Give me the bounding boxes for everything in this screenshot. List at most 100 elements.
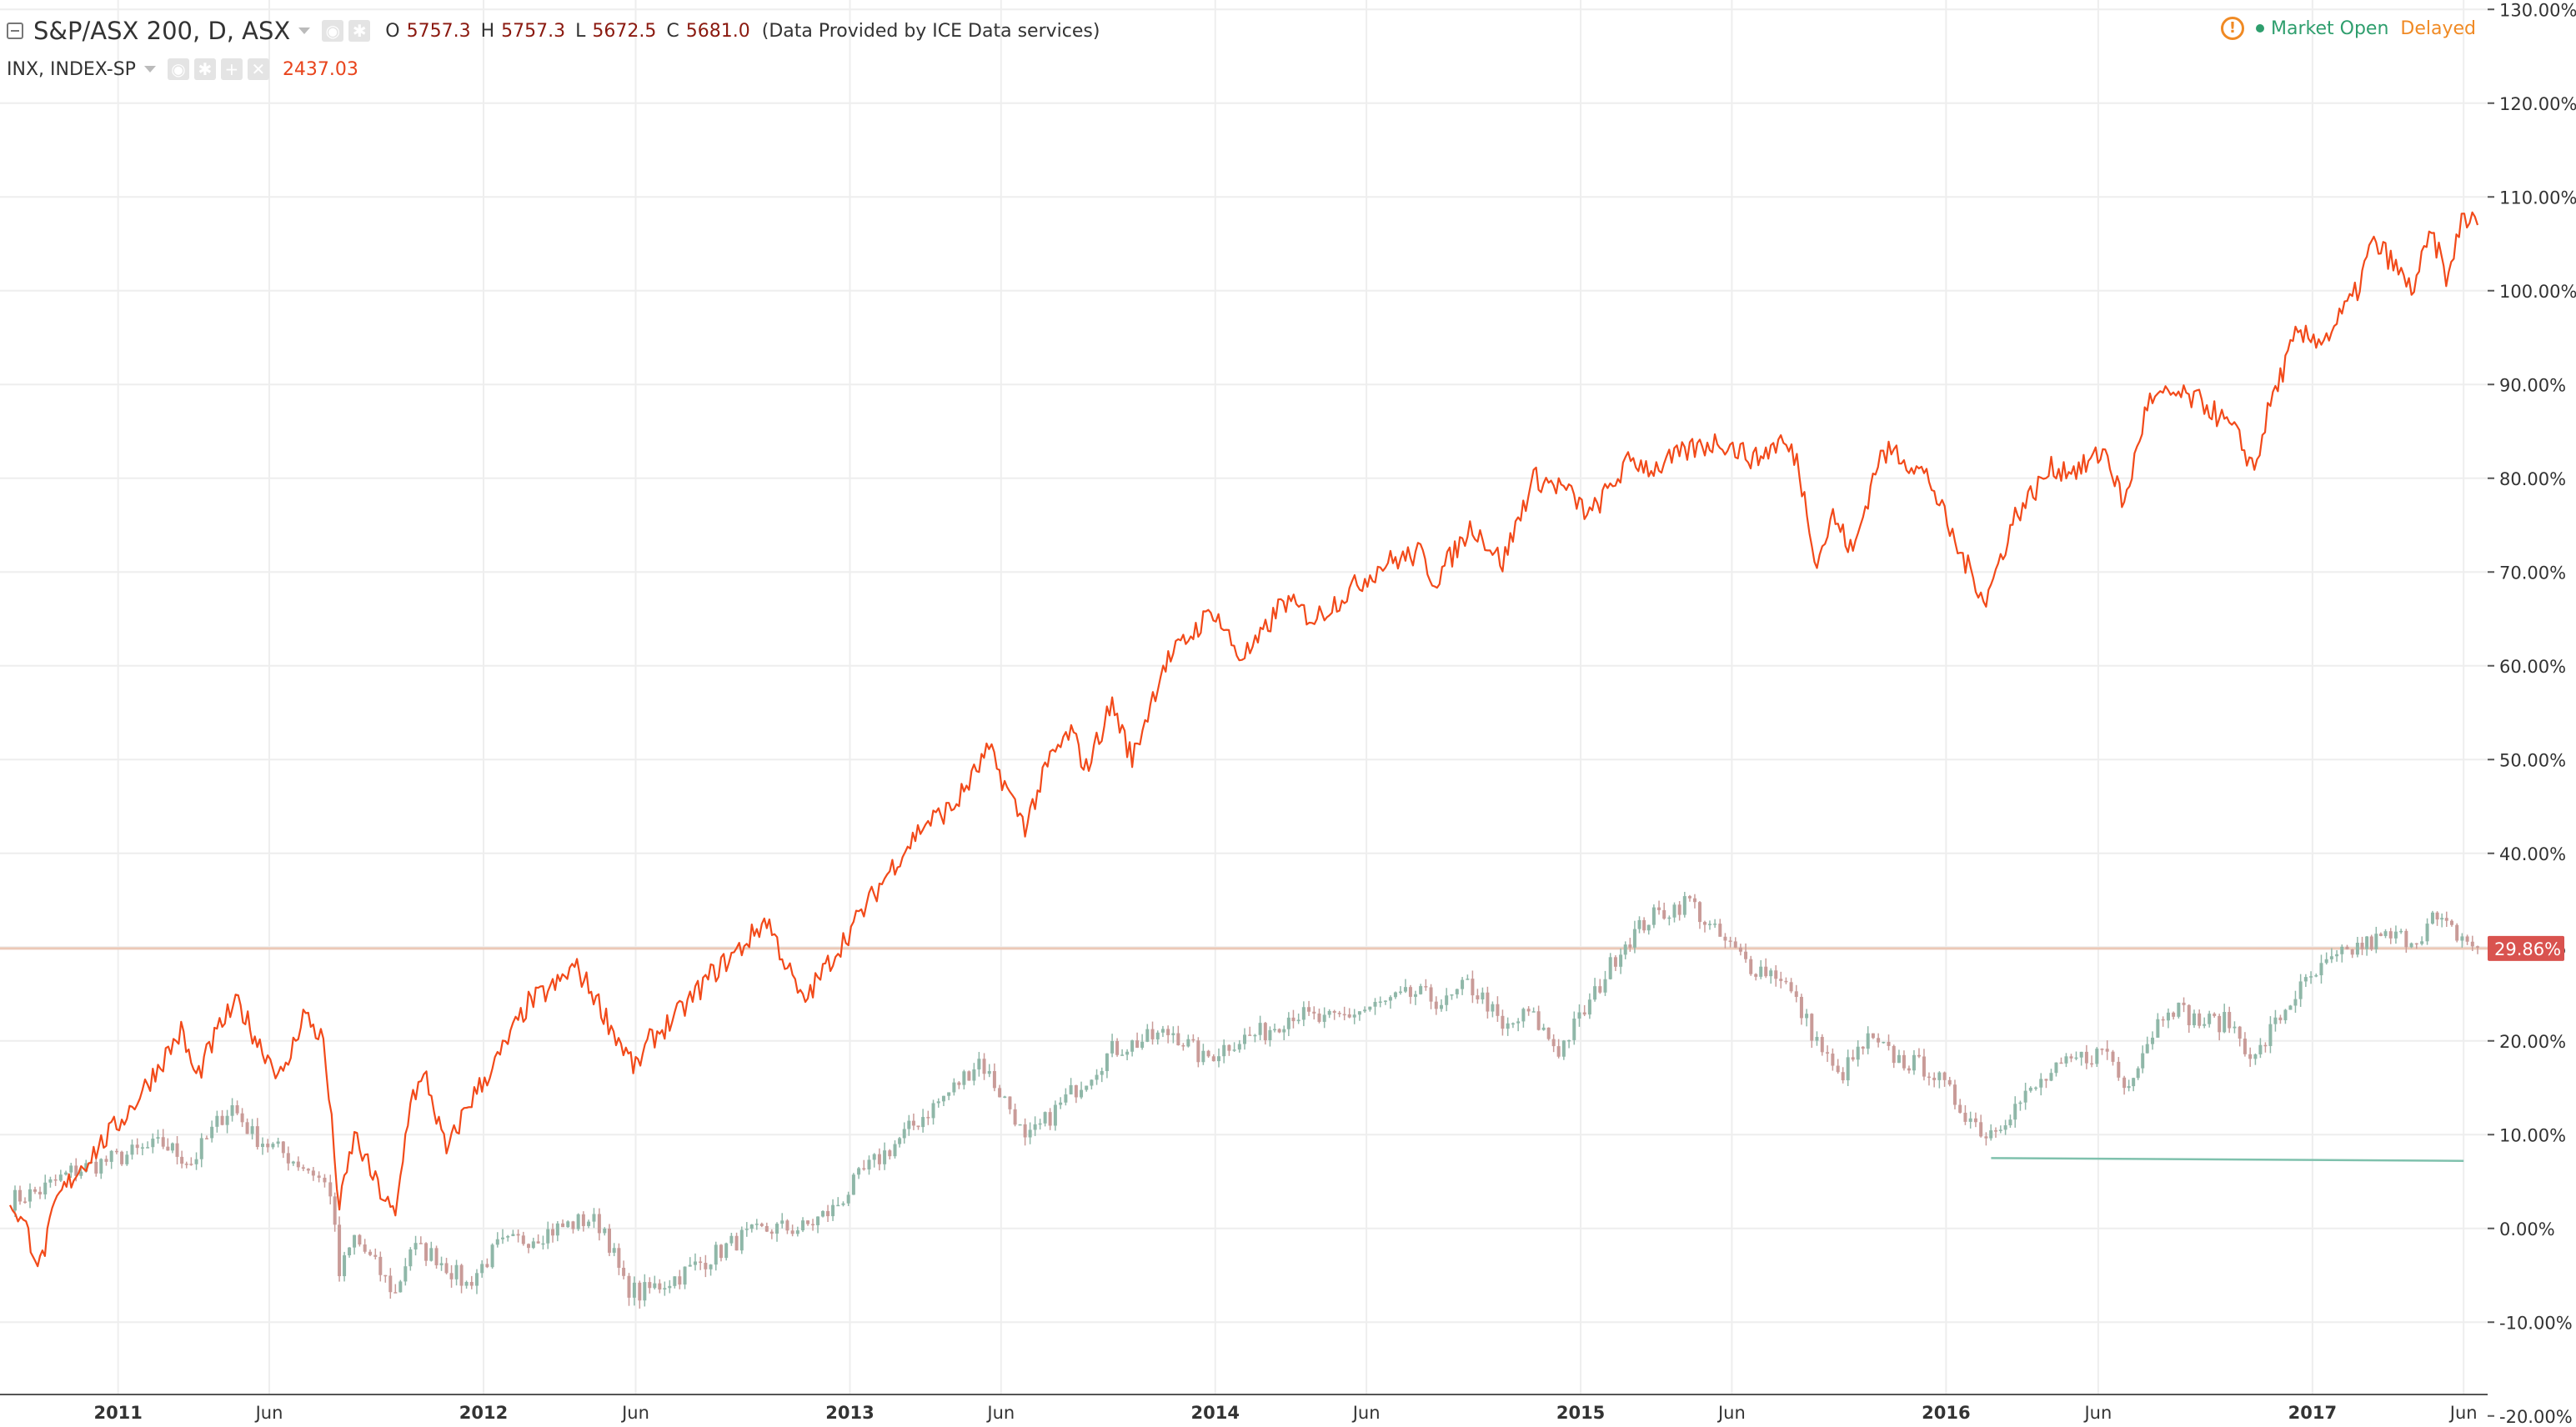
candle-body (1511, 1023, 1515, 1025)
candle-body (140, 1147, 144, 1149)
candle-body (1332, 1010, 1336, 1014)
low-key: L (575, 20, 586, 42)
candle-body (459, 1264, 464, 1286)
candle-body (1048, 1112, 1052, 1126)
candle-body (663, 1288, 667, 1290)
time-tick-label: Jun (1716, 1403, 1746, 1423)
price-chart[interactable] (0, 0, 2488, 1394)
candle-body (1378, 1001, 1382, 1004)
chevron-down-icon[interactable] (143, 66, 156, 73)
candle-body (189, 1164, 193, 1165)
main-series-title[interactable]: S&P/ASX 200, D, ASX (33, 17, 291, 45)
candle-body (1897, 1054, 1901, 1064)
compare-series-title[interactable]: INX, INDEX-SP (7, 58, 136, 80)
candle-body (1973, 1118, 1977, 1123)
candle-body (469, 1281, 474, 1286)
candle-body (862, 1168, 866, 1170)
inx-series-line[interactable] (9, 211, 2479, 1268)
candle-body (1754, 974, 1758, 977)
candle-body (1342, 1014, 1346, 1016)
high-value: 5757.3 (501, 20, 566, 42)
candle-body (146, 1147, 150, 1149)
candle-body (592, 1214, 596, 1222)
candle-body (1744, 951, 1748, 959)
candle-body (2278, 1017, 2283, 1021)
candle-body (2476, 946, 2479, 948)
candle-body (2399, 930, 2403, 933)
candle-body (2018, 1102, 2022, 1104)
candle-body (1536, 1011, 1541, 1030)
candle-body (1368, 1006, 1372, 1010)
candle-body (926, 1117, 930, 1119)
candle-body (739, 1229, 744, 1251)
price-tick-label: 0.00% (2499, 1219, 2555, 1239)
candle-body (58, 1174, 63, 1181)
candle-body (831, 1204, 835, 1217)
candle-body (266, 1144, 270, 1148)
price-axis[interactable]: 130.00% 120.00% 110.00% 100.00% 90.00% 80.00%… (2488, 0, 2576, 1425)
candle-body (94, 1161, 98, 1174)
warning-icon[interactable]: ! (2221, 17, 2245, 40)
candle-body (1296, 1019, 1301, 1022)
candle-body (474, 1273, 479, 1286)
candle-body (1110, 1040, 1115, 1054)
candle-body (1232, 1049, 1236, 1051)
candle-body (1312, 1011, 1316, 1014)
candle-body (125, 1154, 129, 1164)
time-axis[interactable]: 2011 Jun 2012 Jun 2013 Jun 2014 Jun 2015 Jun 2016 J… (0, 1394, 2488, 1427)
candle-body (156, 1137, 160, 1139)
close-icon[interactable]: ✕ (247, 58, 269, 80)
candle-body (972, 1069, 976, 1081)
candle-body (2378, 934, 2383, 936)
candle-body (2213, 1014, 2217, 1016)
eye-icon[interactable]: ◉ (167, 58, 189, 80)
candle-body (2414, 943, 2418, 945)
eye-icon[interactable]: ◉ (322, 20, 344, 42)
candle-body (2404, 930, 2408, 948)
candle-body (1687, 896, 1691, 899)
candle-body (801, 1220, 805, 1231)
candle-body (1841, 1072, 1845, 1081)
candle-body (1120, 1054, 1125, 1056)
candle-body (2248, 1054, 2253, 1059)
candle-body (194, 1159, 198, 1164)
price-tick-label: 50.00% (2499, 750, 2566, 770)
candle-body (1979, 1122, 1983, 1137)
candle-body (296, 1161, 300, 1168)
candle-body (1516, 1021, 1521, 1024)
candle-body (1150, 1029, 1155, 1039)
candle-body (1363, 1009, 1367, 1012)
time-tick-label: 2011 (93, 1403, 142, 1423)
chevron-down-icon[interactable] (298, 28, 311, 34)
close-key: C (666, 20, 679, 42)
trend-line-drawing[interactable] (1991, 1157, 2464, 1162)
candle-body (161, 1137, 165, 1147)
candle-body (826, 1210, 830, 1217)
candle-body (1160, 1029, 1165, 1033)
gear-icon[interactable]: ✱ (348, 20, 371, 42)
candle-body (353, 1234, 357, 1248)
candle-body (104, 1159, 108, 1162)
candle-body (521, 1235, 525, 1244)
candle-body (291, 1161, 295, 1164)
candle-body (1461, 979, 1465, 989)
candle-body (1105, 1053, 1109, 1071)
gear-icon[interactable]: ✱ (193, 58, 216, 80)
candle-body (699, 1261, 703, 1264)
candle-body (724, 1243, 729, 1259)
candle-body (1551, 1039, 1556, 1047)
candle-body (1155, 1032, 1160, 1039)
time-tick-label: 2017 (2288, 1403, 2337, 1423)
candle-body (1216, 1056, 1220, 1062)
time-tick-label: Jun (1351, 1403, 1381, 1423)
candle-body (749, 1224, 754, 1229)
candle-body (1008, 1096, 1012, 1109)
candle-body (1646, 924, 1651, 931)
chart-area[interactable] (0, 0, 2489, 1394)
plus-icon[interactable]: + (220, 58, 243, 80)
candle-body (1692, 898, 1696, 903)
candle-body (1619, 954, 1623, 967)
candle-body (1471, 979, 1475, 996)
collapse-legend-icon[interactable] (7, 23, 23, 39)
candle-body (2023, 1090, 2027, 1103)
